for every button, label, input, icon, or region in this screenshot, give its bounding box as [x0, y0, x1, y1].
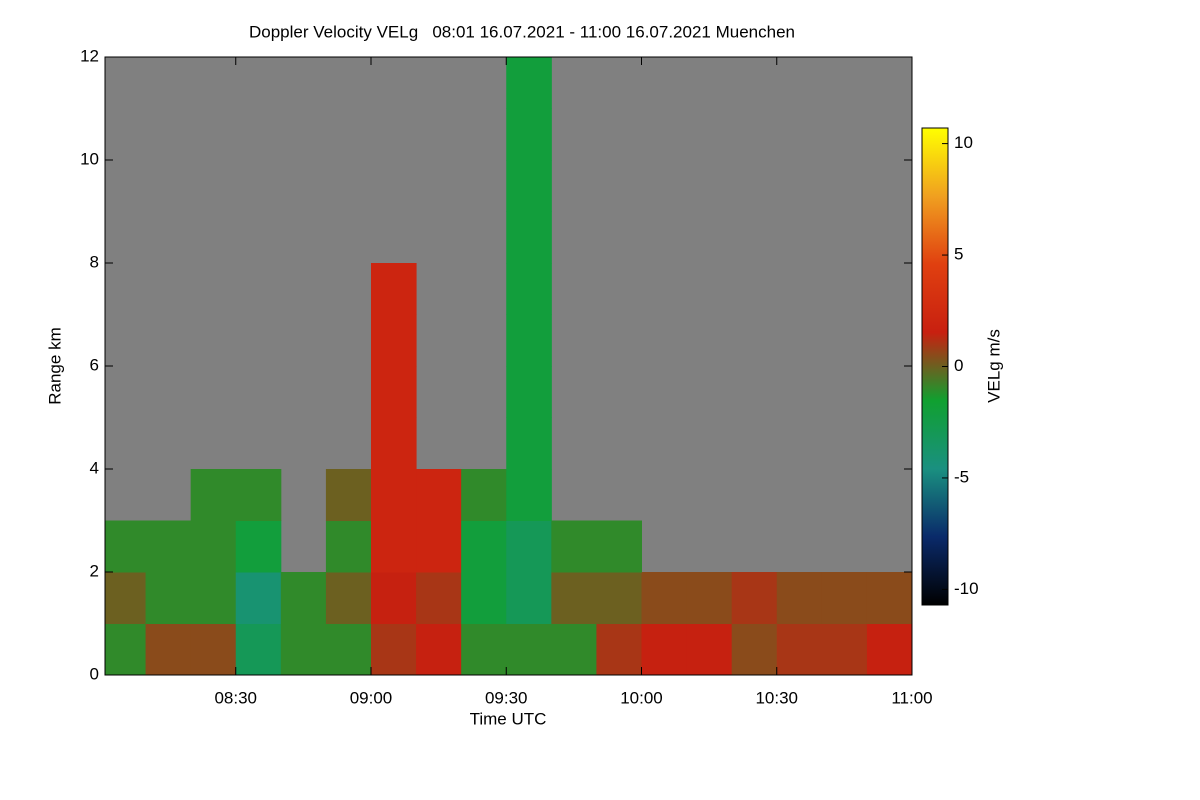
y-tick-label: 8	[90, 252, 99, 271]
heatmap-cell	[235, 572, 282, 624]
heatmap-cell	[105, 520, 147, 573]
colorbar-tick-label: 10	[954, 133, 973, 152]
heatmap-cell	[325, 520, 372, 573]
colorbar-tick-label: 0	[954, 356, 963, 375]
heatmap-cell	[105, 572, 147, 624]
heatmap-cell	[325, 572, 372, 624]
heatmap-cell	[461, 469, 507, 521]
heatmap-cell	[506, 520, 552, 573]
y-tick-label: 4	[90, 458, 99, 477]
heatmap-cell	[641, 572, 688, 624]
heatmap-cell	[866, 572, 912, 624]
heatmap-cell	[280, 572, 327, 624]
colorbar	[921, 127, 949, 606]
heatmap-cell	[145, 572, 192, 624]
heatmap-cell	[325, 623, 372, 675]
heatmap-cell	[731, 572, 778, 624]
heatmap-cell	[506, 263, 552, 315]
chart-title: Doppler Velocity VELg 08:01 16.07.2021 -…	[249, 22, 795, 41]
heatmap-cell	[461, 572, 507, 624]
heatmap-cell	[506, 160, 552, 212]
heatmap-cell	[461, 520, 507, 573]
heatmap-cell	[506, 417, 552, 470]
heatmap-cell	[416, 623, 462, 675]
heatmap-cell	[776, 572, 823, 624]
heatmap-cell	[370, 623, 417, 675]
heatmap-cell	[506, 469, 552, 521]
heatmap-cell	[190, 572, 237, 624]
heatmap-cell	[461, 623, 507, 675]
heatmap-cell	[280, 623, 327, 675]
heatmap-cell	[190, 520, 237, 573]
heatmap-cell	[416, 572, 462, 624]
heatmap-cell	[370, 520, 417, 573]
heatmap-cell	[551, 623, 597, 675]
heatmap-cell	[686, 572, 733, 624]
x-tick-label: 08:30	[214, 688, 257, 707]
heatmap-cell	[821, 572, 868, 624]
heatmap-cells	[105, 57, 912, 675]
heatmap-cell	[416, 520, 462, 573]
heatmap-cell	[235, 469, 282, 521]
y-tick-label: 6	[90, 355, 99, 374]
x-axis-label: Time UTC	[470, 709, 547, 728]
colorbar-label: VELg m/s	[984, 329, 1003, 403]
heatmap-cell	[370, 314, 417, 367]
heatmap-cell	[235, 623, 282, 675]
heatmap-cell	[686, 623, 733, 675]
x-tick-label: 10:00	[620, 688, 663, 707]
heatmap-cell	[596, 572, 642, 624]
heatmap-cell	[370, 572, 417, 624]
heatmap-cell	[506, 108, 552, 161]
heatmap-cell	[506, 314, 552, 367]
heatmap-cell	[506, 572, 552, 624]
heatmap-cell	[551, 520, 597, 573]
y-tick-label: 0	[90, 664, 99, 683]
heatmap-cell	[370, 469, 417, 521]
heatmap-cell	[596, 623, 642, 675]
heatmap-cell	[325, 469, 372, 521]
y-axis-label: Range km	[45, 327, 64, 404]
heatmap-cell	[370, 263, 417, 315]
x-tick-label: 11:00	[891, 688, 932, 707]
x-tick-label: 09:30	[485, 688, 528, 707]
heatmap-cell	[596, 520, 642, 573]
heatmap-cell	[370, 417, 417, 470]
heatmap-cell	[551, 572, 597, 624]
heatmap-cell	[641, 623, 688, 675]
heatmap-cell	[235, 520, 282, 573]
y-tick-label: 2	[90, 561, 99, 580]
heatmap-cell	[506, 623, 552, 675]
heatmap-cell	[821, 623, 868, 675]
colorbar-tick-label: -5	[954, 467, 969, 486]
x-tick-label: 09:00	[350, 688, 393, 707]
y-tick-label: 10	[80, 149, 99, 168]
y-tick-label: 12	[80, 46, 99, 65]
colorbar-tick-label: 5	[954, 245, 963, 264]
heatmap-cell	[506, 366, 552, 418]
heatmap-cell	[105, 623, 147, 675]
heatmap-cell	[776, 623, 823, 675]
heatmap-cell	[145, 520, 192, 573]
colorbar-tick-label: -10	[954, 579, 979, 598]
heatmap-cell	[416, 469, 462, 521]
heatmap-cell	[506, 211, 552, 264]
heatmap-cell	[190, 469, 237, 521]
heatmap-cell	[506, 57, 552, 109]
heatmap-cell	[190, 623, 237, 675]
heatmap-cell	[866, 623, 912, 675]
heatmap-cell	[370, 366, 417, 418]
heatmap-cell	[145, 623, 192, 675]
heatmap-cell	[731, 623, 778, 675]
x-tick-label: 10:30	[755, 688, 798, 707]
